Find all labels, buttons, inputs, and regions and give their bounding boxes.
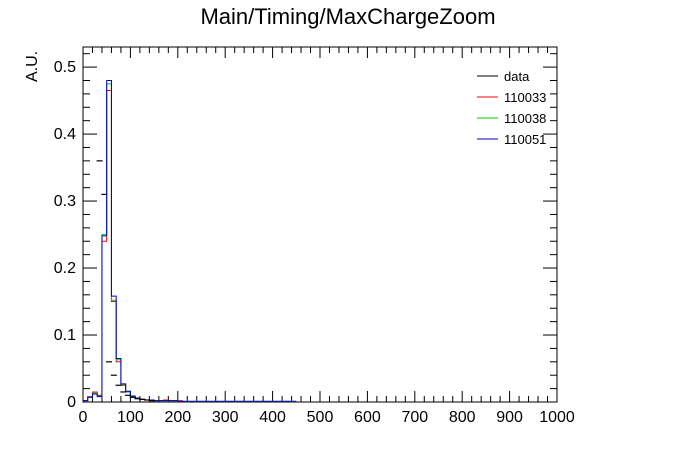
legend-label: 110033 <box>504 90 546 105</box>
plot-frame <box>82 46 558 403</box>
chart-title: Main/Timing/MaxChargeZoom <box>200 4 495 29</box>
x-tick-label: 600 <box>354 409 381 426</box>
legend-label: 110051 <box>504 132 546 147</box>
y-tick-label: 0.3 <box>54 193 76 210</box>
legend-label: data <box>504 69 530 84</box>
y-tick-label: 0.1 <box>54 327 76 344</box>
series-110038 <box>83 83 297 402</box>
x-tick-label: 800 <box>449 409 476 426</box>
axis-tick-labels: 0 100 200 300 400 500 600 700 800 900 1000 0 0.1 0.2 0… <box>54 59 575 426</box>
x-tick-label: 400 <box>259 409 286 426</box>
series-110033 <box>83 90 297 402</box>
data-points-layer <box>96 160 155 402</box>
y-tick-label: 0.5 <box>54 59 76 76</box>
x-tick-label: 300 <box>212 409 239 426</box>
axis-ticks <box>82 47 558 403</box>
x-tick-label: 200 <box>164 409 191 426</box>
x-tick-label: 100 <box>117 409 144 426</box>
x-tick-label: 500 <box>307 409 334 426</box>
legend: data 110033 110038 110051 <box>477 69 546 147</box>
series-layer <box>83 79 297 402</box>
x-tick-label: 1000 <box>539 409 575 426</box>
y-tick-label: 0 <box>67 394 76 411</box>
y-tick-label: 0.4 <box>54 126 76 143</box>
series-110051 <box>83 79 297 402</box>
x-tick-label: 700 <box>401 409 428 426</box>
legend-label: 110038 <box>504 111 546 126</box>
y-axis-label: A.U. <box>24 51 41 82</box>
x-tick-label: 0 <box>79 409 88 426</box>
x-tick-label: 900 <box>496 409 523 426</box>
y-tick-label: 0.2 <box>54 260 76 277</box>
